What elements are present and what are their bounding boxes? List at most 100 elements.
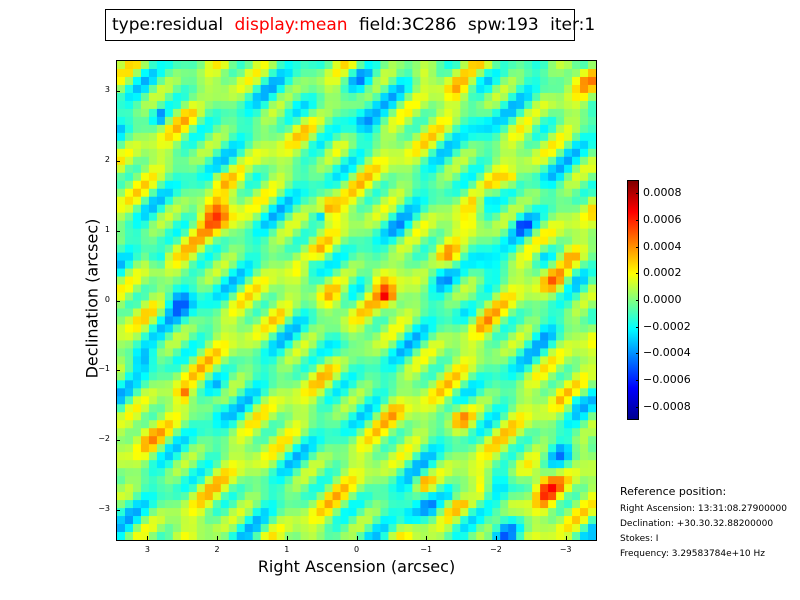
heatmap-cell	[460, 324, 469, 334]
heatmap-cell	[324, 508, 334, 517]
heatmap-cell	[396, 396, 405, 405]
heatmap-cell	[492, 61, 501, 70]
heatmap-cell	[428, 380, 437, 389]
heatmap-cell	[156, 116, 166, 126]
heatmap-cell	[124, 348, 134, 357]
heatmap-cell	[188, 196, 198, 206]
heatmap-cell	[444, 308, 453, 318]
heatmap-cell	[452, 164, 461, 174]
heatmap-cell	[164, 332, 174, 342]
heatmap-cell	[540, 316, 549, 326]
heatmap-cell	[276, 452, 286, 461]
heatmap-cell	[484, 228, 493, 238]
heatmap-cell	[212, 148, 222, 158]
heatmap-cell	[356, 284, 366, 294]
heatmap-cell	[492, 92, 501, 102]
heatmap-cell	[556, 228, 565, 238]
heatmap-cell	[180, 124, 190, 134]
heatmap-cell	[548, 460, 557, 469]
heatmap-cell	[204, 252, 214, 262]
heatmap-cell	[276, 180, 286, 190]
heatmap-cell	[444, 164, 453, 174]
heatmap-cell	[156, 348, 166, 357]
heatmap-cell	[516, 308, 525, 318]
heatmap-cell	[308, 132, 318, 142]
heatmap-cell	[380, 308, 390, 318]
heatmap-cell	[388, 412, 398, 421]
heatmap-cell	[460, 404, 469, 413]
heatmap-cell	[420, 140, 429, 150]
heatmap-cell	[428, 140, 437, 150]
heatmap-cell	[484, 196, 493, 206]
heatmap-cell	[468, 236, 477, 246]
heatmap-cell	[244, 476, 254, 485]
heatmap-cell	[508, 388, 517, 397]
heatmap-cell	[420, 484, 429, 493]
heatmap-cell	[180, 532, 190, 540]
heatmap-cell	[212, 116, 222, 126]
heatmap-cell	[388, 500, 398, 509]
heatmap-cell	[332, 492, 342, 501]
heatmap-cell	[164, 436, 174, 445]
heatmap-cell	[372, 140, 382, 150]
heatmap-cell	[252, 484, 262, 493]
heatmap-cell	[316, 140, 326, 150]
heatmap-cell	[236, 524, 246, 533]
residual-heatmap[interactable]	[117, 61, 596, 540]
heatmap-cell	[484, 348, 493, 357]
heatmap-cell	[492, 180, 501, 190]
heatmap-cell	[356, 412, 366, 421]
heatmap-cell	[276, 100, 286, 110]
heatmap-cell	[500, 436, 509, 445]
heatmap-cell	[324, 148, 334, 158]
heatmap-cell	[220, 116, 230, 126]
heatmap-cell	[396, 220, 405, 230]
heatmap-cell	[484, 292, 493, 302]
heatmap-cell	[468, 148, 477, 158]
heatmap-cell	[252, 220, 262, 230]
heatmap-cell	[364, 284, 374, 294]
heatmap-cell	[236, 108, 246, 118]
heatmap-cell	[117, 484, 126, 493]
heatmap-cell	[188, 468, 198, 477]
heatmap-cell	[124, 116, 134, 126]
heatmap-cell	[140, 460, 150, 469]
heatmap-cell	[324, 212, 334, 222]
heatmap-cell	[380, 260, 390, 270]
heatmap-cell	[540, 484, 549, 493]
heatmap-cell	[220, 372, 230, 381]
heatmap-cell	[356, 316, 366, 326]
heatmap-cell	[244, 484, 254, 493]
heatmap-cell	[228, 300, 238, 310]
heatmap-cell	[300, 116, 310, 126]
heatmap-cell	[244, 428, 254, 437]
heatmap-cell	[572, 380, 581, 389]
heatmap-cell	[564, 116, 573, 126]
heatmap-cell	[548, 364, 557, 373]
heatmap-cell	[132, 100, 142, 110]
heatmap-cell	[117, 116, 126, 126]
heatmap-cell	[460, 244, 469, 254]
heatmap-cell	[532, 428, 541, 437]
heatmap-cell	[524, 396, 533, 405]
heatmap-cell	[484, 412, 493, 421]
heatmap-cell	[588, 404, 596, 413]
heatmap-cell	[436, 196, 445, 206]
heatmap-cell	[420, 420, 429, 429]
heatmap-cell	[412, 444, 421, 453]
heatmap-cell	[148, 452, 158, 461]
heatmap-cell	[564, 92, 573, 102]
heatmap-cell	[484, 340, 493, 349]
heatmap-cell	[380, 532, 390, 540]
heatmap-cell	[572, 116, 581, 126]
heatmap-cell	[140, 164, 150, 174]
heatmap-cell	[180, 196, 190, 206]
heatmap-cell	[276, 124, 286, 134]
heatmap-cell	[492, 188, 501, 198]
heatmap-cell	[484, 220, 493, 230]
heatmap-cell	[452, 108, 461, 118]
heatmap-cell	[140, 204, 150, 214]
heatmap-cell	[340, 500, 350, 509]
residual-image-axes[interactable]	[116, 60, 597, 541]
heatmap-cell	[444, 252, 453, 262]
